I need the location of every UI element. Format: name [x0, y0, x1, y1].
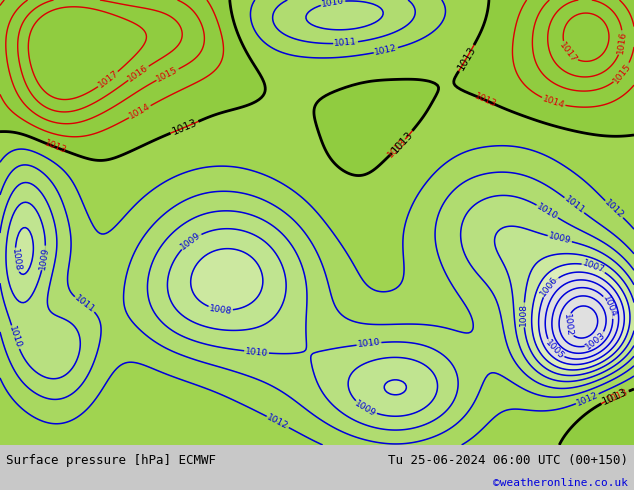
Text: 1007: 1007	[581, 259, 606, 275]
Text: 1010: 1010	[357, 338, 381, 349]
Text: 1012: 1012	[575, 390, 600, 408]
Text: 1013: 1013	[473, 92, 498, 109]
Text: 1009: 1009	[179, 230, 203, 251]
Text: 1009: 1009	[38, 246, 50, 270]
Text: 1010: 1010	[535, 201, 559, 221]
Text: ©weatheronline.co.uk: ©weatheronline.co.uk	[493, 478, 628, 488]
Text: 1014: 1014	[127, 102, 152, 121]
Text: 1009: 1009	[548, 232, 572, 246]
Text: 1013: 1013	[385, 137, 408, 160]
Text: 1005: 1005	[543, 338, 566, 361]
Text: 1012: 1012	[266, 413, 290, 431]
Text: 1008: 1008	[519, 303, 528, 326]
Text: 1015: 1015	[612, 61, 633, 85]
Text: 1017: 1017	[558, 41, 579, 64]
Text: 1013: 1013	[390, 129, 415, 155]
Text: Tu 25-06-2024 06:00 UTC (00+150): Tu 25-06-2024 06:00 UTC (00+150)	[387, 454, 628, 467]
Text: 1012: 1012	[603, 198, 626, 220]
Text: 1013: 1013	[42, 139, 67, 155]
Text: 1009: 1009	[353, 398, 378, 418]
Text: 1011: 1011	[334, 38, 358, 49]
Text: 1008: 1008	[10, 248, 22, 272]
Text: 1002: 1002	[562, 313, 574, 337]
Text: Surface pressure [hPa] ECMWF: Surface pressure [hPa] ECMWF	[6, 454, 216, 467]
Text: 1014: 1014	[541, 94, 566, 110]
Text: 1016: 1016	[616, 31, 628, 55]
Text: 1012: 1012	[374, 44, 398, 57]
Text: 1008: 1008	[209, 304, 233, 316]
Text: 1013: 1013	[455, 44, 477, 72]
Text: 1015: 1015	[155, 65, 180, 84]
Text: 1013: 1013	[601, 387, 629, 407]
Text: 1013: 1013	[171, 118, 198, 137]
Text: 1011: 1011	[562, 195, 586, 216]
Text: 1016: 1016	[126, 63, 150, 83]
Text: 1010: 1010	[8, 325, 23, 349]
Text: 1017: 1017	[96, 69, 120, 90]
Text: 1010: 1010	[245, 346, 268, 358]
Text: 1004: 1004	[602, 294, 619, 319]
Text: 1010: 1010	[321, 0, 345, 9]
Text: 1006: 1006	[539, 274, 560, 298]
Text: 1011: 1011	[73, 294, 96, 315]
Text: 1013: 1013	[605, 387, 630, 405]
Text: 1003: 1003	[584, 330, 607, 352]
